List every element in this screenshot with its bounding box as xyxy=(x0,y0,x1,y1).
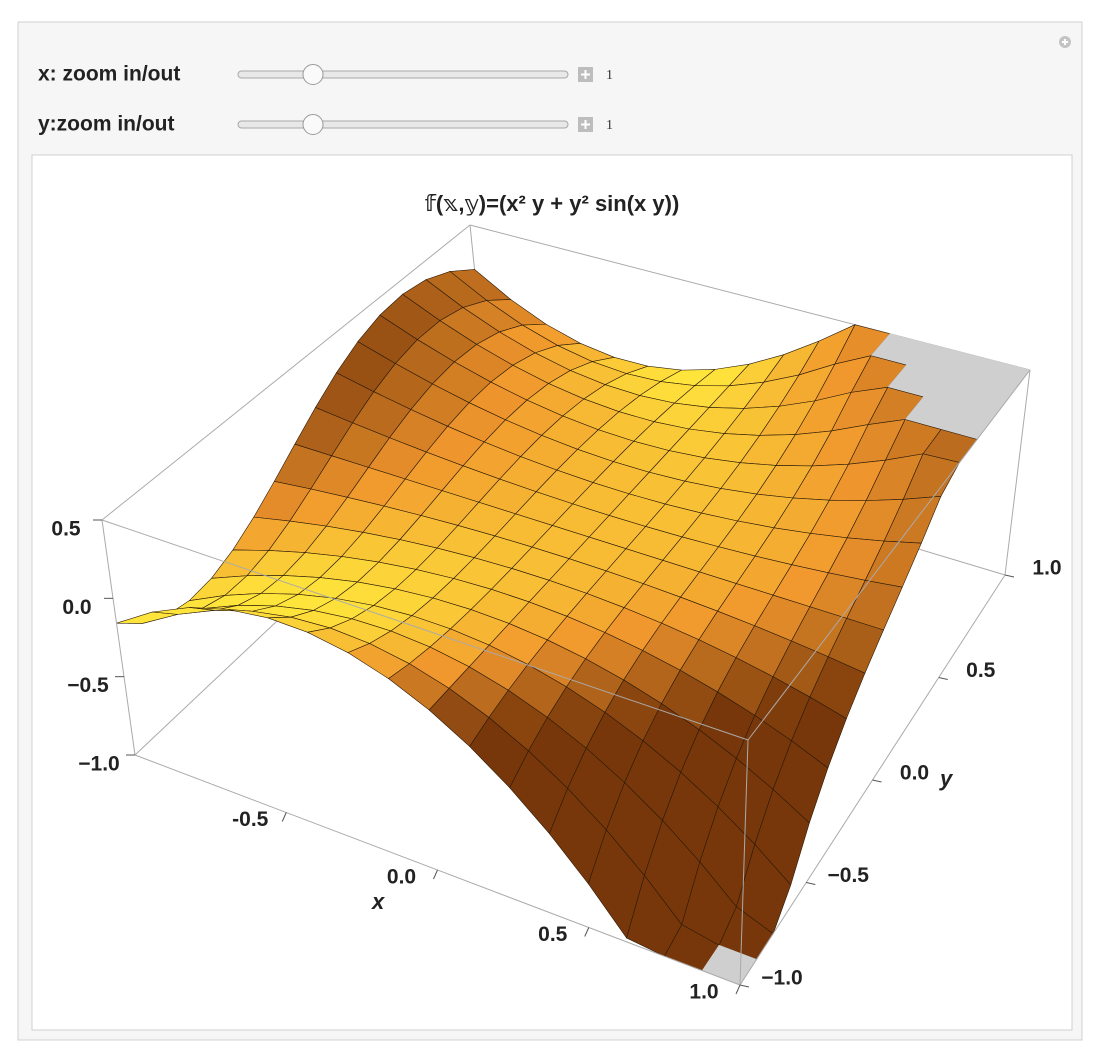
box-edge xyxy=(739,739,749,986)
y-tick-label: 1.0 xyxy=(1032,557,1061,580)
y-tick-mark xyxy=(1004,574,1015,578)
x-tick-mark xyxy=(735,984,741,995)
options-icon xyxy=(1062,39,1068,45)
control-label: y:zoom in/out xyxy=(38,113,174,136)
x-tick-mark xyxy=(433,869,438,880)
y-tick-mark xyxy=(806,882,816,885)
control-value: 1 xyxy=(606,118,613,133)
slider-track[interactable] xyxy=(237,120,569,129)
z-tick-label: 0.5 xyxy=(51,518,81,541)
x-tick-mark xyxy=(584,927,590,937)
x-tick-label: 0.0 xyxy=(387,866,416,889)
control-value: 1 xyxy=(606,68,613,83)
box-edge xyxy=(101,519,749,741)
y-tick-label: 0.5 xyxy=(966,659,996,682)
box-edge xyxy=(101,224,471,521)
surface-plot: -0.5 0.0 0.5 1.0 −1.0 −0.5 0.0 0.5 1.0 0.5 0.0 −0.5… xyxy=(51,224,1062,1004)
control-label: x: zoom in/out xyxy=(38,63,180,86)
slider-thumb[interactable] xyxy=(302,114,324,135)
x-tick-label: -0.5 xyxy=(232,808,269,831)
z-tick-label: 0.0 xyxy=(62,596,91,619)
y-axis-label: y xyxy=(939,766,954,791)
x-tick-mark xyxy=(281,812,287,822)
y-tick-mark xyxy=(938,677,948,680)
z-tick-label: −1.0 xyxy=(78,753,119,776)
y-tick-mark xyxy=(739,984,750,988)
y-tick-label: −1.0 xyxy=(761,967,802,990)
y-tick-label: 0.0 xyxy=(900,762,929,785)
y-tick-mark xyxy=(872,779,882,783)
box-edge xyxy=(1004,369,1031,576)
slider-thumb[interactable] xyxy=(302,64,324,85)
slider-track[interactable] xyxy=(237,70,569,79)
z-tick-label: −0.5 xyxy=(67,674,109,697)
box-edge xyxy=(101,519,136,756)
y-tick-label: −0.5 xyxy=(828,864,870,887)
x-tick-label: 1.0 xyxy=(689,981,718,1004)
box-edge xyxy=(747,369,1031,741)
x-tick-label: 0.5 xyxy=(538,923,568,946)
expand-icon xyxy=(581,120,590,129)
plot-title: 𝕗(𝕩,𝕪)=(x² y + y² sin(x y)) xyxy=(425,191,680,216)
x-axis-label: x xyxy=(371,889,385,914)
expand-icon xyxy=(581,70,590,79)
